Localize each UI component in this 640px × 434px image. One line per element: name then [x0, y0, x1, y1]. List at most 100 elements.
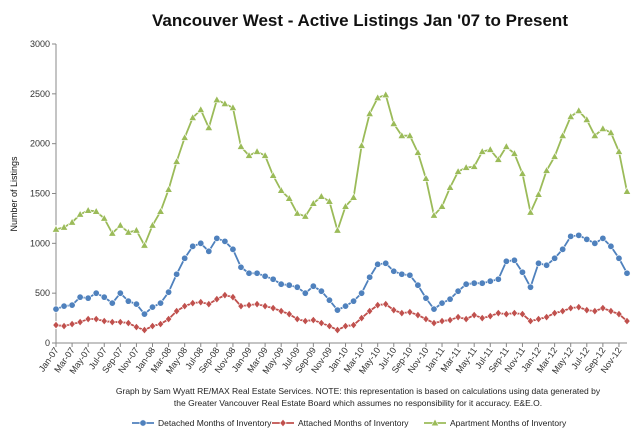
detached-point [285, 281, 293, 289]
attached-point [301, 316, 309, 326]
attached-point [293, 314, 301, 324]
apartment-point [116, 220, 125, 229]
attached-point [52, 320, 60, 330]
attached-point [60, 321, 68, 331]
apartment-point [606, 128, 616, 136]
apartment-point [381, 90, 391, 98]
detached-point [301, 289, 309, 297]
attached-point [398, 308, 406, 318]
attached-point [100, 316, 108, 326]
apartment-point [212, 95, 222, 103]
apartment-point [357, 141, 366, 149]
detached-point [454, 287, 462, 295]
attached-point [486, 311, 494, 321]
apartment-point [164, 184, 173, 193]
detached-point [317, 287, 325, 295]
detached-point [237, 263, 245, 271]
attached-point [245, 300, 253, 310]
attached-point [623, 316, 631, 326]
attached-point [607, 306, 615, 316]
detached-point [245, 269, 253, 277]
attached-point [454, 312, 462, 322]
detached-point [221, 237, 229, 245]
y-tick-label: 1500 [30, 189, 50, 199]
attached-point [197, 297, 205, 307]
detached-point [132, 300, 140, 308]
detached-point [543, 261, 551, 269]
apartment-point [453, 166, 463, 175]
apartment-point [485, 145, 495, 153]
attached-point [229, 292, 237, 302]
detached-point [502, 257, 510, 265]
detached-point [446, 295, 454, 303]
detached-point [486, 277, 494, 285]
detached-point [325, 296, 333, 304]
apartment-point [140, 240, 149, 249]
attached-point [116, 317, 124, 327]
detached-point [390, 267, 398, 275]
apartment-point [204, 123, 214, 131]
attached-point [446, 315, 454, 325]
attached-point [309, 315, 317, 325]
apartment-point [502, 142, 511, 150]
apartment-point [437, 201, 447, 210]
detached-point [414, 281, 422, 289]
legend: Detached Months of Inventory Attached Mon… [132, 418, 567, 428]
detached-point [293, 283, 301, 291]
attached-point [205, 299, 213, 309]
apartment-point [518, 168, 527, 177]
apartment-point [526, 207, 535, 216]
apartment-point [75, 209, 85, 218]
detached-point [510, 256, 518, 264]
attached-point [567, 303, 575, 313]
apartment-point [598, 124, 608, 132]
detached-point [350, 297, 358, 305]
detached-point [205, 247, 213, 255]
legend-item-detached: Detached Months of Inventory [132, 418, 272, 428]
apartment-point [317, 191, 326, 200]
detached-point [623, 269, 631, 277]
detached-point [526, 283, 534, 291]
legend-item-apartment: Apartment Months of Inventory [424, 418, 567, 428]
apartment-point [494, 154, 503, 163]
apartment-point [413, 148, 423, 156]
apartment-point [107, 228, 117, 237]
apartment-point [341, 201, 350, 210]
attached-point [430, 318, 438, 328]
attached-point [269, 303, 277, 313]
attached-point [406, 307, 414, 317]
x-axis-ticks: Jan-07Mar-07May-07Jul-07Sep-07Nov-07Jan-… [37, 343, 624, 376]
apartment-point [51, 224, 61, 233]
detached-point [358, 289, 366, 297]
detached-point [181, 254, 189, 262]
attached-point [285, 309, 293, 319]
apartment-point [91, 206, 101, 215]
apartment-series [51, 90, 632, 249]
apartment-point [373, 93, 383, 101]
apartment-point [445, 182, 455, 191]
apartment-point [148, 220, 157, 229]
attached-point [164, 314, 173, 324]
attached-point [551, 308, 559, 318]
attached-point [559, 306, 567, 316]
attached-point [462, 314, 470, 324]
apartment-point [156, 206, 165, 215]
source-note-line-1: Graph by Sam Wyatt RE/MAX Real Estate Se… [116, 386, 601, 396]
apartment-point [582, 115, 592, 123]
apartment-series-line [55, 93, 628, 247]
detached-point [60, 302, 68, 310]
apartment-point [510, 149, 519, 157]
apartment-point [196, 105, 206, 113]
detached-point [189, 242, 197, 250]
attached-point [366, 306, 374, 316]
attached-point [615, 309, 623, 319]
y-tick-label: 3000 [30, 39, 50, 49]
apartment-point [405, 131, 415, 139]
apartment-point [566, 112, 576, 120]
attached-point [583, 305, 591, 315]
detached-point [157, 299, 165, 307]
attached-point [132, 322, 141, 332]
detached-point [430, 305, 438, 313]
apartment-point [365, 109, 374, 117]
